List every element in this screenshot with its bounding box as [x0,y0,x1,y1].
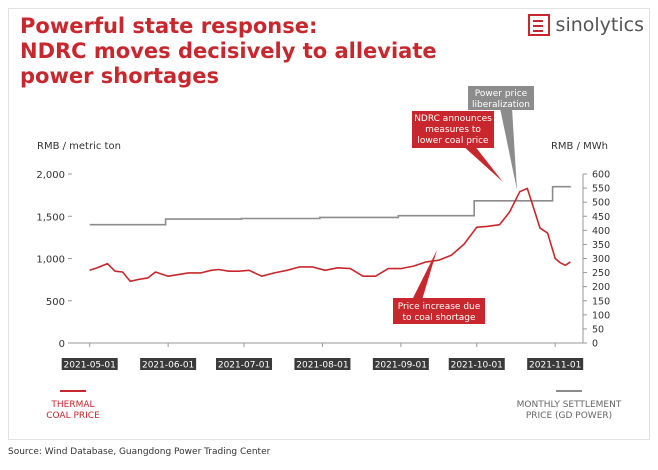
increase-callout-line-2: to coal shortage [402,313,476,323]
power-price-series-line [89,185,572,226]
increase-callout-box [393,298,485,324]
y-left-tick-label: 1,000 [36,255,65,266]
liberalization-callout-line-2: liberalization [472,100,530,110]
ndrc-callout-line-2: measures to [425,125,481,135]
ndrc-callout-line-3: lower coal price [417,136,489,146]
legend-coal-line-2: COAL PRICE [46,411,100,421]
increase-callout-line-1: Price increase due [398,302,481,312]
legend-power-line-2: PRICE (GD POWER) [526,411,612,421]
y-right-tick-label: 50 [592,324,604,335]
y-right-tick-label: 250 [592,268,610,279]
x-tick-tag [448,358,505,370]
x-tick-tag [140,358,197,370]
x-tick-tag [216,358,273,370]
legend-power: MONTHLY SETTLEMENT PRICE (GD POWER) [517,390,622,421]
y-right-tick-label: 350 [592,240,610,251]
liberalization-callout: Power price liberalization [468,86,534,190]
ndrc-callout-box [412,111,494,148]
y-right-tick-label: 400 [592,226,610,237]
legend-coal: THERMAL COAL PRICE [46,390,100,421]
y-right-tick-label: 100 [592,310,610,321]
y-right-tick-label: 500 [592,198,610,209]
source-note: Source: Wind Database, Guangdong Power T… [8,447,271,457]
liberalization-callout-line-1: Power price [475,89,528,99]
liberalization-callout-pointer [500,108,517,190]
increase-callout: Price increase due to coal shortage [393,250,485,324]
x-tick-label: 2021-05-01 [64,361,116,371]
y-left-tick-label: 500 [46,297,65,308]
x-tick-tag [527,358,584,370]
y-axis-right-label: RMB / MWh [551,141,608,152]
y-right-tick-label: 200 [592,282,610,293]
title-line-2: NDRC moves decisively to alleviate [20,39,437,63]
ndrc-callout-line-1: NDRC announces [414,114,492,124]
y-right-tick-label: 600 [592,170,610,181]
ndrc-callout-pointer [462,145,503,182]
chart-title: Powerful state response: NDRC moves deci… [20,14,480,89]
y-right-tick-label: 450 [592,212,610,223]
brand-logo: sinolytics [527,14,644,36]
legend-power-line-1: MONTHLY SETTLEMENT [517,400,622,410]
y-left-tick-label: 0 [59,339,65,350]
title-line-3: power shortages [20,64,219,88]
sinolytics-logo-icon [527,14,550,36]
x-tick-label: 2021-09-01 [375,361,427,371]
y-axis-left-label: RMB / metric ton [37,141,121,152]
x-tick-label: 2021-07-01 [218,361,270,371]
x-tick-tag [294,358,351,370]
y-right-tick-label: 550 [592,184,610,195]
liberalization-callout-box [468,86,534,110]
x-tick-tag [372,358,429,370]
ndrc-callout: NDRC announces measures to lower coal pr… [412,111,503,182]
legend-coal-line-1: THERMAL [50,400,94,410]
coal-price-series-line [89,187,571,283]
increase-callout-pointer [412,250,437,300]
x-tick-label: 2021-10-01 [451,361,503,371]
y-right-tick-label: 300 [592,254,610,265]
x-tick-label: 2021-06-01 [142,361,194,371]
y-right-tick-label: 0 [592,339,598,350]
brand-name: sinolytics [555,14,644,36]
x-tick-label: 2021-11-01 [529,361,581,371]
y-left-tick-label: 1,500 [36,212,65,223]
title-line-1: Powerful state response: [20,14,318,38]
y-right-tick-label: 150 [592,296,610,307]
x-tick-tag [61,358,118,370]
y-left-tick-label: 2,000 [36,170,65,181]
x-tick-label: 2021-08-01 [296,361,348,371]
